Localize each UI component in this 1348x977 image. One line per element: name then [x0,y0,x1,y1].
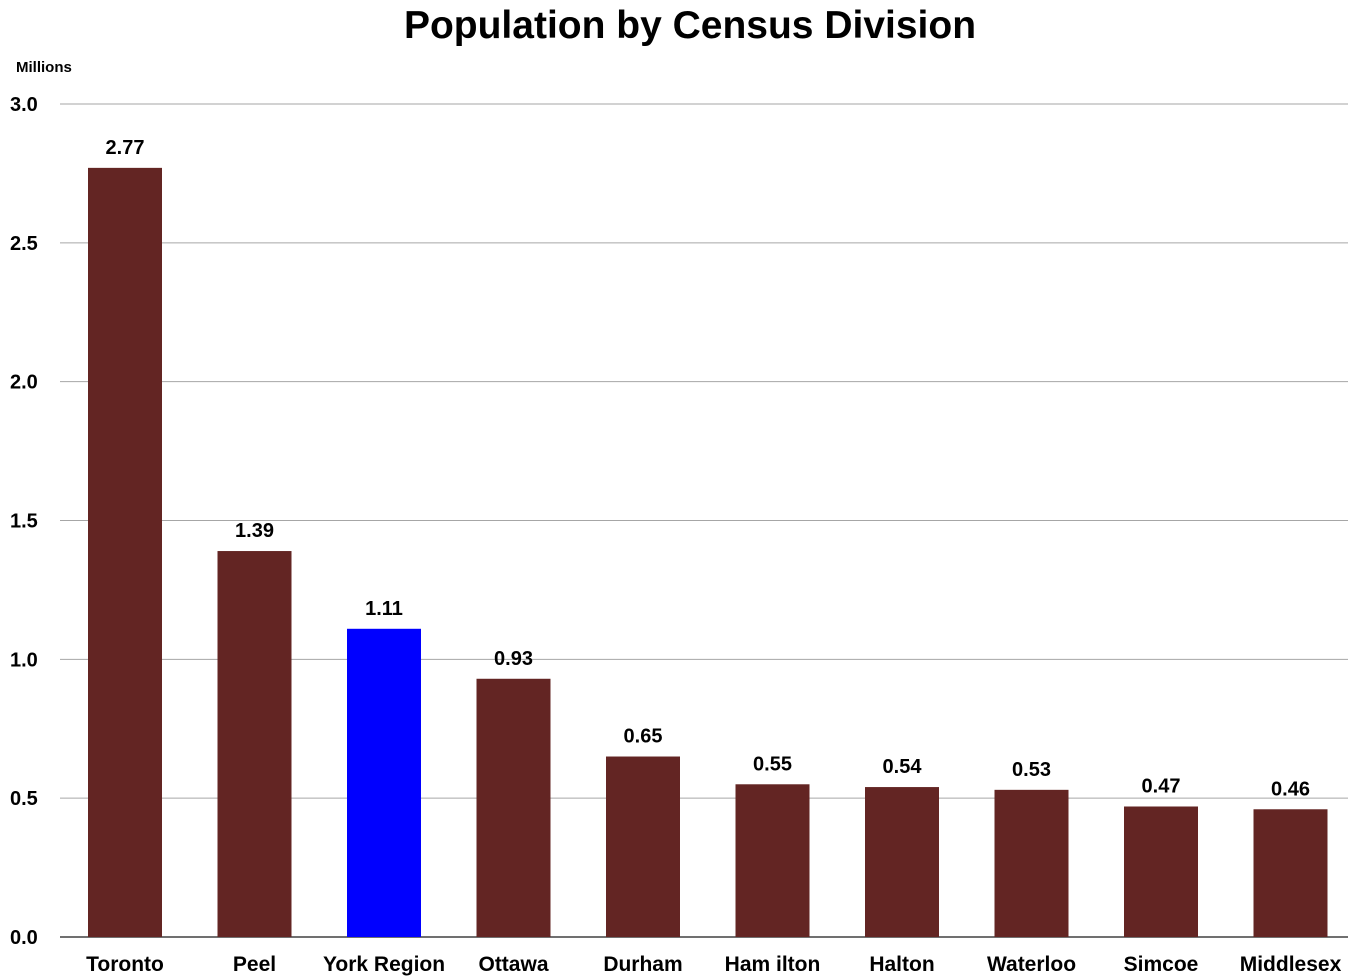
data-label: 1.11 [365,598,403,620]
y-axis-ticks: 0.0 0.5 1.0 1.5 2.0 2.5 3.0 [10,94,38,949]
y-axis-unit-label: Millions [16,59,72,76]
x-tick-label: Waterloo [987,953,1076,976]
y-tick-label: 0.0 [10,927,38,949]
data-label: 0.47 [1142,775,1181,797]
data-label: 0.65 [624,726,663,748]
x-tick-label: Toronto [86,953,164,976]
x-tick-label: Ham ilton [725,953,821,976]
bar-ottawa [476,678,551,937]
y-tick-label: 2.0 [10,372,38,394]
data-label: 1.39 [235,520,274,542]
chart-title: Population by Census Division [404,4,976,47]
x-tick-label: Durham [603,953,682,976]
data-labels: 2.77 1.39 1.11 0.93 0.65 0.55 0.54 0.53 0.47 0.46 [106,137,1310,800]
y-tick-label: 3.0 [10,94,38,116]
bars [88,167,1328,937]
y-tick-label: 1.5 [10,511,38,533]
data-label: 0.53 [1012,759,1051,781]
data-label: 0.46 [1271,778,1310,800]
bar-ham-ilton [735,784,810,937]
bar-york-region [347,628,421,937]
x-tick-label: Peel [233,953,276,976]
x-tick-label: Simcoe [1124,953,1199,976]
y-tick-label: 0.5 [10,788,38,810]
x-axis-ticks: Toronto Peel York Region Ottawa Durham Ham il… [86,953,1341,976]
bar-toronto [88,167,162,937]
x-tick-label: Middlesex [1240,953,1342,976]
bar-durham [606,756,680,937]
data-label: 0.55 [753,753,792,775]
data-label: 0.54 [883,756,923,778]
bar-halton [865,787,939,937]
x-tick-label: York Region [323,953,445,976]
bar-waterloo [994,789,1069,937]
x-tick-label: Halton [869,953,934,976]
y-tick-label: 1.0 [10,649,38,671]
bar-peel [217,551,292,937]
x-tick-label: Ottawa [478,953,548,976]
bar-simcoe [1124,806,1198,937]
data-label: 2.77 [106,137,145,159]
y-tick-label: 2.5 [10,233,38,255]
data-label: 0.93 [494,648,533,670]
bar-middlesex [1253,809,1328,937]
